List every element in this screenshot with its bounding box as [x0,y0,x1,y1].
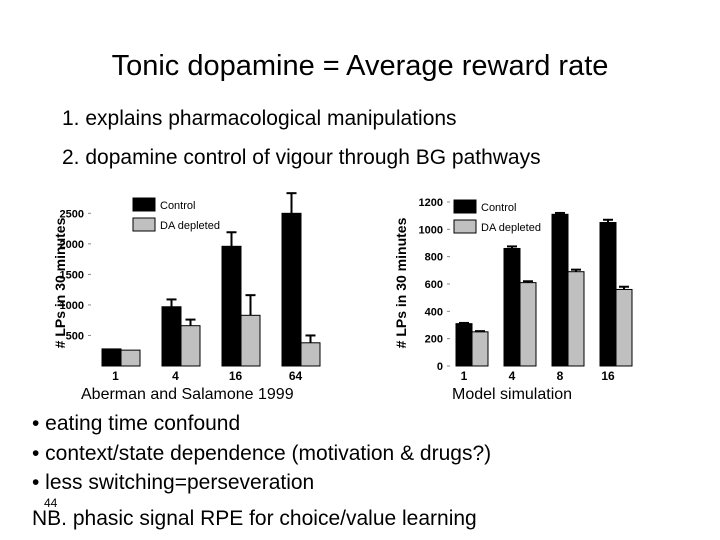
legend-label: DA depleted [160,220,220,232]
bar-da-depleted [615,288,633,367]
page-number: 44 [44,496,58,510]
y-tick-label: 2500 [60,208,84,220]
bar-control [503,247,521,367]
x-tick-label: 1 [112,369,119,383]
bar-da-depleted [567,271,585,367]
y-tick-label: 0 [437,361,443,373]
bullet-eating-time: • eating time confound [32,412,241,435]
right-chart-caption: Model simulation [452,386,573,403]
slide-title: Tonic dopamine = Average reward rate [111,50,609,82]
bar-control [281,212,302,367]
y-tick-label: 200 [425,334,443,346]
aberman-salamone-chart: 500 1000 1500 2000 2500 1 4 16 64 Control DA deple… [60,192,321,383]
subtitle-vigour: 2. dopamine control of vigour through BG… [62,146,541,169]
y-tick-label: 600 [425,279,443,291]
y-tick-label: 400 [425,306,443,318]
bar-control [221,245,242,367]
bar-control [101,348,122,367]
bar-da-depleted [300,342,321,367]
x-tick-label: 4 [509,369,516,383]
bar-da-depleted [180,325,201,367]
y-tick-label: 500 [66,330,84,342]
legend-label: DA depleted [481,222,541,234]
left-chart-caption: Aberman and Salamone 1999 [81,386,294,403]
bar-da-depleted [519,282,537,367]
note-phasic-signal: NB. phasic signal RPE for choice/value l… [32,507,477,530]
bullet-context-state: • context/state dependence (motivation &… [32,442,492,465]
y-tick-label: 1000 [60,300,84,312]
x-tick-label: 64 [289,369,303,383]
bar-da-depleted [471,331,489,367]
legend-label: Control [160,200,195,212]
x-tick-label: 1 [461,369,468,383]
legend-label: Control [481,202,516,214]
bullet-less-switching: • less switching=perseveration [32,471,315,494]
y-tick-label: 2000 [60,239,84,251]
y-tick-label: 1500 [60,269,84,281]
x-tick-label: 16 [601,369,615,383]
bar-control [551,213,569,367]
subtitle-pharmacology: 1. explains pharmacological manipulation… [62,107,457,130]
x-tick-label: 4 [172,369,179,383]
legend-swatch [132,217,156,232]
x-tick-label: 8 [557,369,564,383]
y-tick-label: 1200 [419,197,443,209]
legend-swatch [453,199,477,214]
y-tick-label: 800 [425,252,443,264]
bar-control [161,306,182,367]
x-tick-label: 16 [229,369,243,383]
legend-swatch [132,197,156,212]
bar-da-depleted [120,349,141,367]
bar-da-depleted [240,314,261,367]
model-simulation-chart: 0 200 400 600 800 1000 1200 1 4 8 16 Control DA depl… [419,197,633,383]
legend-swatch [453,219,477,234]
y-tick-label: 1000 [419,224,443,236]
bar-control [455,323,473,367]
bar-control [599,222,617,367]
